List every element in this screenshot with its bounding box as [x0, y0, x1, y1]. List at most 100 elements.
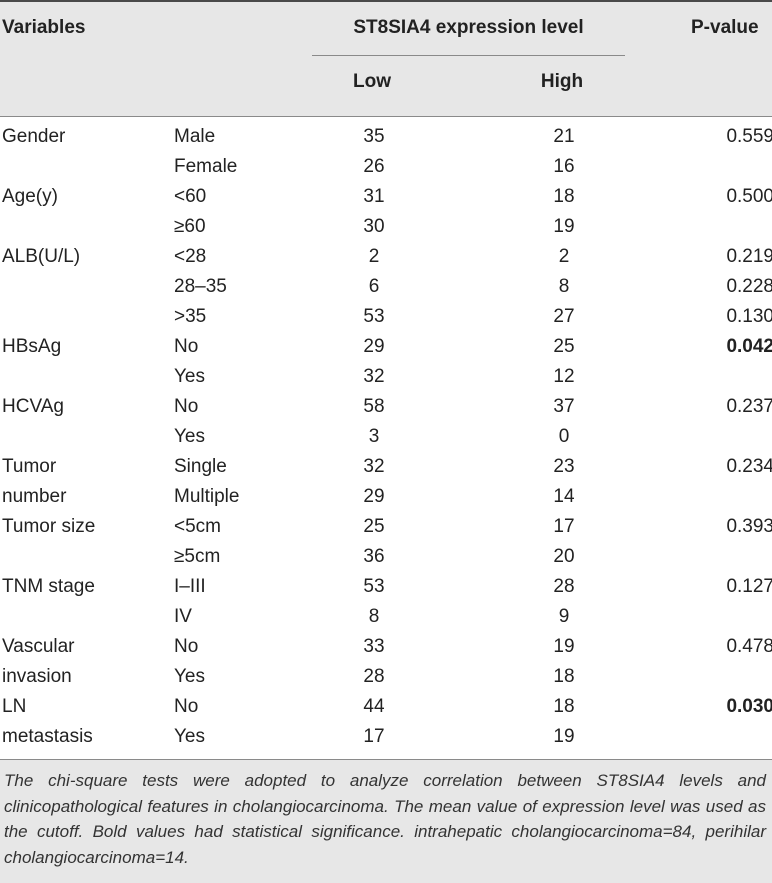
row-high-count: 8 — [558, 276, 570, 297]
row-p-value: 0.234 — [726, 456, 772, 477]
row-p-value — [694, 662, 772, 692]
row-p-value: 0.559 — [726, 126, 772, 147]
row-low-count: 36 — [363, 546, 385, 567]
table-row: invasion Yes 28 18 — [0, 662, 772, 692]
table-row: >35 53 27 0.130 — [0, 302, 772, 332]
row-low-count: 32 — [363, 366, 385, 387]
row-low-count: 53 — [363, 306, 385, 327]
row-p-value: 0.127 — [726, 576, 772, 597]
row-variable: Vascular — [2, 636, 75, 657]
row-high-count: 18 — [553, 186, 575, 207]
row-low-count: 17 — [363, 726, 385, 747]
table-row: Vascular No 33 19 0.478 — [0, 632, 772, 662]
row-variable: invasion — [2, 666, 72, 687]
row-category: Female — [174, 156, 238, 177]
row-category: ≥60 — [174, 216, 206, 237]
row-category: No — [174, 336, 199, 357]
data-table: Gender Male 35 21 0.559 Female 26 16 Age(y) <60 31… — [0, 122, 772, 752]
row-low-count: 29 — [363, 486, 385, 507]
row-p-value — [694, 152, 772, 182]
row-category: No — [174, 696, 199, 717]
row-category: Male — [174, 126, 216, 147]
row-category: ≥5cm — [174, 546, 221, 567]
header-expression-level: ST8SIA4 expression level — [353, 17, 584, 38]
row-p-value: 0.500 — [726, 186, 772, 207]
row-low-count: 35 — [363, 126, 385, 147]
row-high-count: 2 — [558, 246, 570, 267]
row-p-value: 0.130 — [726, 306, 772, 327]
table-row: HCVAg No 58 37 0.237 — [0, 392, 772, 422]
table-header — [0, 0, 772, 117]
row-high-count: 18 — [553, 666, 575, 687]
row-variable — [0, 272, 174, 302]
header-high: High — [540, 71, 584, 92]
row-variable: Tumor size — [2, 516, 96, 537]
row-variable: TNM stage — [2, 576, 95, 597]
row-variable: HBsAg — [2, 336, 62, 357]
row-high-count: 20 — [553, 546, 575, 567]
row-low-count: 58 — [363, 396, 385, 417]
table-row: Age(y) <60 31 18 0.500 — [0, 182, 772, 212]
row-p-value: 0.030 — [726, 696, 772, 717]
table-row: Yes 32 12 — [0, 362, 772, 392]
row-p-value: 0.219 — [726, 246, 772, 267]
row-category: IV — [174, 606, 192, 627]
row-variable: Gender — [2, 126, 66, 147]
table-row: ≥60 30 19 — [0, 212, 772, 242]
row-high-count: 19 — [553, 216, 575, 237]
table-row: TNM stage I–III 53 28 0.127 — [0, 572, 772, 602]
row-high-count: 18 — [553, 696, 575, 717]
row-category: Multiple — [174, 486, 240, 507]
row-variable — [0, 362, 174, 392]
row-p-value — [694, 212, 772, 242]
footnote-text: The chi-square tests were adopted to ana… — [4, 771, 766, 867]
row-low-count: 33 — [363, 636, 385, 657]
row-variable — [0, 602, 174, 632]
row-p-value: 0.042 — [726, 336, 772, 357]
table-row: ALB(U/L) <28 2 2 0.219 — [0, 242, 772, 272]
table-row: Female 26 16 — [0, 152, 772, 182]
row-p-value — [694, 482, 772, 512]
row-low-count: 29 — [363, 336, 385, 357]
row-high-count: 19 — [553, 636, 575, 657]
row-variable: number — [2, 486, 67, 507]
row-category: No — [174, 636, 199, 657]
row-p-value — [694, 722, 772, 752]
row-low-count: 6 — [368, 276, 380, 297]
table-row: HBsAg No 29 25 0.042 — [0, 332, 772, 362]
row-high-count: 17 — [553, 516, 575, 537]
row-high-count: 27 — [553, 306, 575, 327]
row-high-count: 37 — [553, 396, 575, 417]
table-row: number Multiple 29 14 — [0, 482, 772, 512]
row-high-count: 25 — [553, 336, 575, 357]
row-category: Yes — [174, 726, 205, 747]
row-high-count: 12 — [553, 366, 575, 387]
table-row: IV 8 9 — [0, 602, 772, 632]
row-variable: Tumor — [2, 456, 57, 477]
row-variable — [0, 422, 174, 452]
row-category: I–III — [174, 576, 206, 597]
group-underline — [312, 55, 625, 56]
row-high-count: 14 — [553, 486, 575, 507]
row-variable — [0, 302, 174, 332]
row-high-count: 23 — [553, 456, 575, 477]
row-category: <5cm — [174, 516, 221, 537]
header-variables: Variables — [2, 17, 86, 38]
row-high-count: 21 — [553, 126, 575, 147]
row-high-count: 19 — [553, 726, 575, 747]
row-high-count: 0 — [558, 426, 570, 447]
header-low: Low — [353, 71, 391, 92]
header-p-value: P-value — [691, 17, 759, 38]
row-low-count: 25 — [363, 516, 385, 537]
row-low-count: 31 — [363, 186, 385, 207]
table-footnote: The chi-square tests were adopted to ana… — [0, 760, 772, 883]
row-variable: Age(y) — [2, 186, 58, 207]
table-row: Yes 3 0 — [0, 422, 772, 452]
table-row: Tumor size <5cm 25 17 0.393 — [0, 512, 772, 542]
row-p-value: 0.228 — [726, 276, 772, 297]
row-p-value — [694, 422, 772, 452]
table-row: ≥5cm 36 20 — [0, 542, 772, 572]
row-low-count: 28 — [363, 666, 385, 687]
row-category: >35 — [174, 306, 207, 327]
